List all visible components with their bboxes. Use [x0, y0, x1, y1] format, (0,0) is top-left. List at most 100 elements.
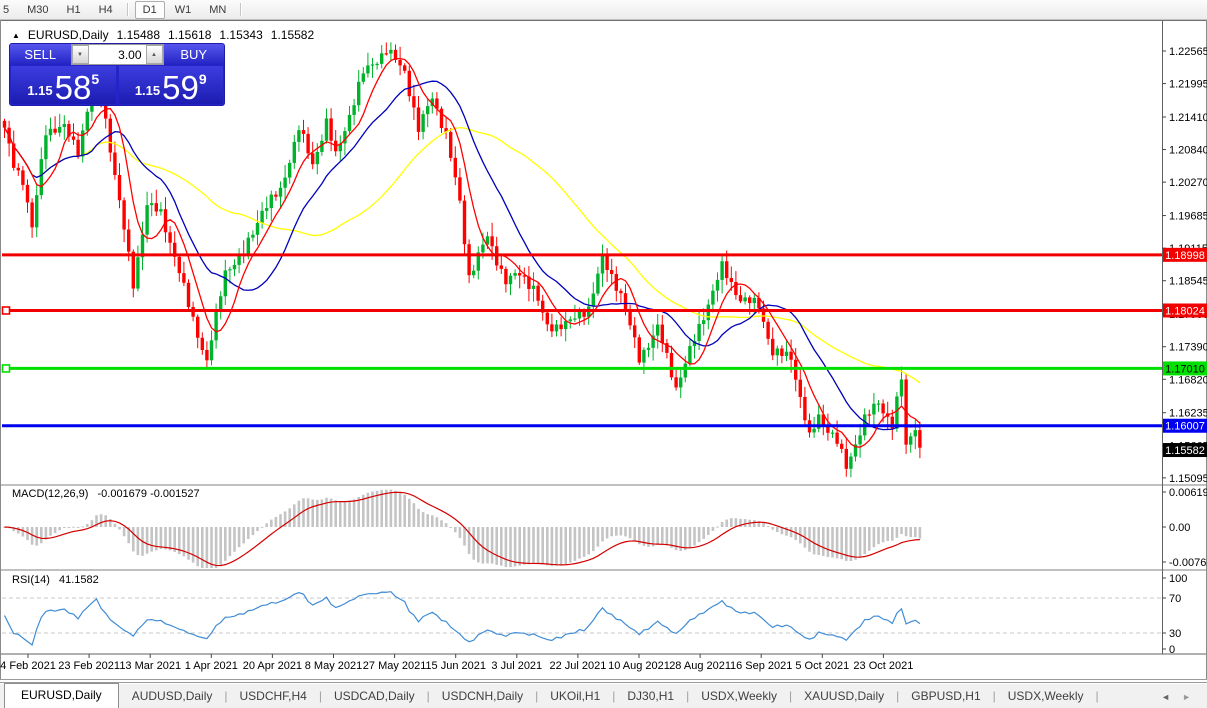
candle-body [573, 318, 577, 320]
candle-body [53, 128, 57, 133]
tab-ukoil-h1[interactable]: UKOil,H1 [550, 689, 601, 703]
collapse-arrow-icon[interactable]: ▲ [12, 30, 20, 40]
candle-body [311, 153, 315, 165]
macd-histogram-bar [435, 517, 439, 527]
macd-histogram-bar [624, 527, 627, 537]
tab-dj30-h1[interactable]: DJ30,H1 [627, 689, 675, 703]
macd-histogram-bar [619, 527, 623, 536]
price-chart[interactable]: 1.22565 1.21995 1.21410 1.20840 1.20270 1.196… [0, 20, 1207, 682]
tab-usdcad-daily[interactable]: USDCAD,Daily [333, 689, 415, 703]
candle-body [844, 448, 848, 469]
macd-histogram-bar [886, 527, 889, 541]
rsi-line [3, 591, 921, 646]
candle-body [398, 59, 402, 66]
candle-body [283, 177, 287, 188]
timeframe-button-m30[interactable]: M30 [27, 3, 49, 16]
level-line-handle[interactable] [1, 306, 11, 315]
tab-scroll-left-icon[interactable]: ◄ [1161, 692, 1171, 702]
price-tick-label: 1.22565 [1169, 46, 1207, 58]
timeframe-button-h1[interactable]: H1 [66, 3, 81, 16]
candle-body [48, 128, 53, 136]
rsi-tick-label: 100 [1169, 573, 1187, 585]
timeframe-button-5[interactable]: 5 [3, 3, 10, 16]
macd-histogram-bar [596, 527, 600, 547]
timeframe-button-mn[interactable]: MN [209, 3, 227, 16]
candle-body [766, 321, 770, 339]
ma-slow-line [3, 126, 921, 384]
macd-histogram-bar [559, 527, 563, 566]
buy-price[interactable]: 1.15 59 9 [118, 66, 223, 104]
tab-usdchf-h4[interactable]: USDCHF,H4 [239, 689, 307, 703]
macd-histogram-bar [113, 523, 117, 527]
current-price-tag-text: 1.15582 [1165, 445, 1205, 457]
candle-body [812, 428, 816, 433]
tab-gbpusd-h1[interactable]: GBPUSD,H1 [911, 689, 981, 703]
chart-symbol-label: EURUSD,Daily [27, 28, 109, 42]
tab-audusd-daily[interactable]: AUDUSD,Daily [131, 689, 213, 703]
price-tick-label: 1.21995 [1169, 79, 1207, 91]
macd-histogram-bar [789, 527, 793, 538]
candle-body [21, 170, 25, 185]
tab-scroll-right-icon[interactable]: ► [1182, 692, 1191, 702]
candle-body [343, 131, 347, 144]
macd-histogram-bar [808, 527, 811, 552]
candle-body [200, 337, 204, 351]
date-tick-label: 3 Jul 2021 [491, 660, 542, 672]
candle-body [568, 319, 572, 322]
volume-increase-icon[interactable]: ▲ [145, 45, 163, 64]
candle-body [821, 414, 825, 425]
tab-usdx-weekly[interactable]: USDX,Weekly [701, 689, 777, 703]
level-line-handle[interactable] [1, 364, 11, 373]
date-tick-label: 4 Feb 2021 [0, 660, 56, 672]
macd-histogram-bar [256, 527, 259, 532]
buy-button[interactable]: BUY [163, 44, 224, 65]
macd-histogram-bar [555, 527, 558, 566]
macd-histogram-bar [716, 526, 719, 528]
macd-histogram-bar [421, 512, 425, 527]
tab-eurusd-daily[interactable]: EURUSD,Daily [4, 683, 119, 708]
tab-separator: | [426, 689, 430, 703]
candle-body [173, 242, 177, 257]
candle-body [748, 297, 752, 304]
timeframe-button-d1[interactable]: D1 [134, 0, 165, 19]
macd-histogram-bar [895, 527, 899, 538]
volume-input[interactable] [88, 45, 146, 64]
candle-body [25, 184, 30, 203]
candle-body [646, 347, 651, 350]
candle-body [389, 49, 393, 54]
candle-body [628, 309, 632, 326]
candle-body [761, 308, 766, 322]
candle-body [255, 222, 260, 235]
tab-usdcnh-daily[interactable]: USDCNH,Daily [441, 689, 524, 703]
macd-histogram-bar [486, 527, 489, 564]
trade-panel-prices: 1.15 58 5 1.15 59 9 [10, 66, 224, 104]
macd-histogram-bar [610, 527, 613, 537]
candle-body [527, 276, 531, 289]
macd-histogram-bar [81, 526, 84, 528]
macd-histogram-bar [550, 527, 554, 567]
candle-body [12, 143, 16, 168]
timeframe-button-w1[interactable]: W1 [174, 3, 192, 16]
macd-histogram-bar [136, 527, 140, 556]
macd-histogram-bar [67, 527, 71, 528]
macd-histogram-bar [145, 527, 149, 554]
candle-body [384, 53, 388, 55]
candle-body [412, 96, 416, 108]
candle-body [605, 254, 609, 270]
sell-button[interactable]: SELL [10, 44, 71, 65]
macd-histogram-bar [697, 527, 701, 543]
timeframe-button-h4[interactable]: H4 [98, 3, 113, 16]
macd-histogram-bar [638, 527, 641, 545]
toolbar-separator [126, 3, 129, 16]
price-tick-label: 1.16820 [1169, 374, 1207, 386]
macd-label: MACD(12,26,9) -0.001679 -0.001527 [12, 488, 200, 500]
toolbar-separator [240, 3, 243, 16]
date-tick-label: 22 Jul 2021 [549, 660, 606, 672]
candle-body [918, 430, 922, 448]
volume-decrease-icon[interactable]: ▼ [71, 45, 89, 64]
sell-price[interactable]: 1.15 58 5 [11, 66, 116, 104]
macd-histogram-bar [49, 527, 52, 536]
tab-usdx-weekly[interactable]: USDX,Weekly [1007, 689, 1084, 703]
candle-body [867, 414, 871, 416]
tab-xauusd-daily[interactable]: XAUUSD,Daily [804, 689, 885, 703]
